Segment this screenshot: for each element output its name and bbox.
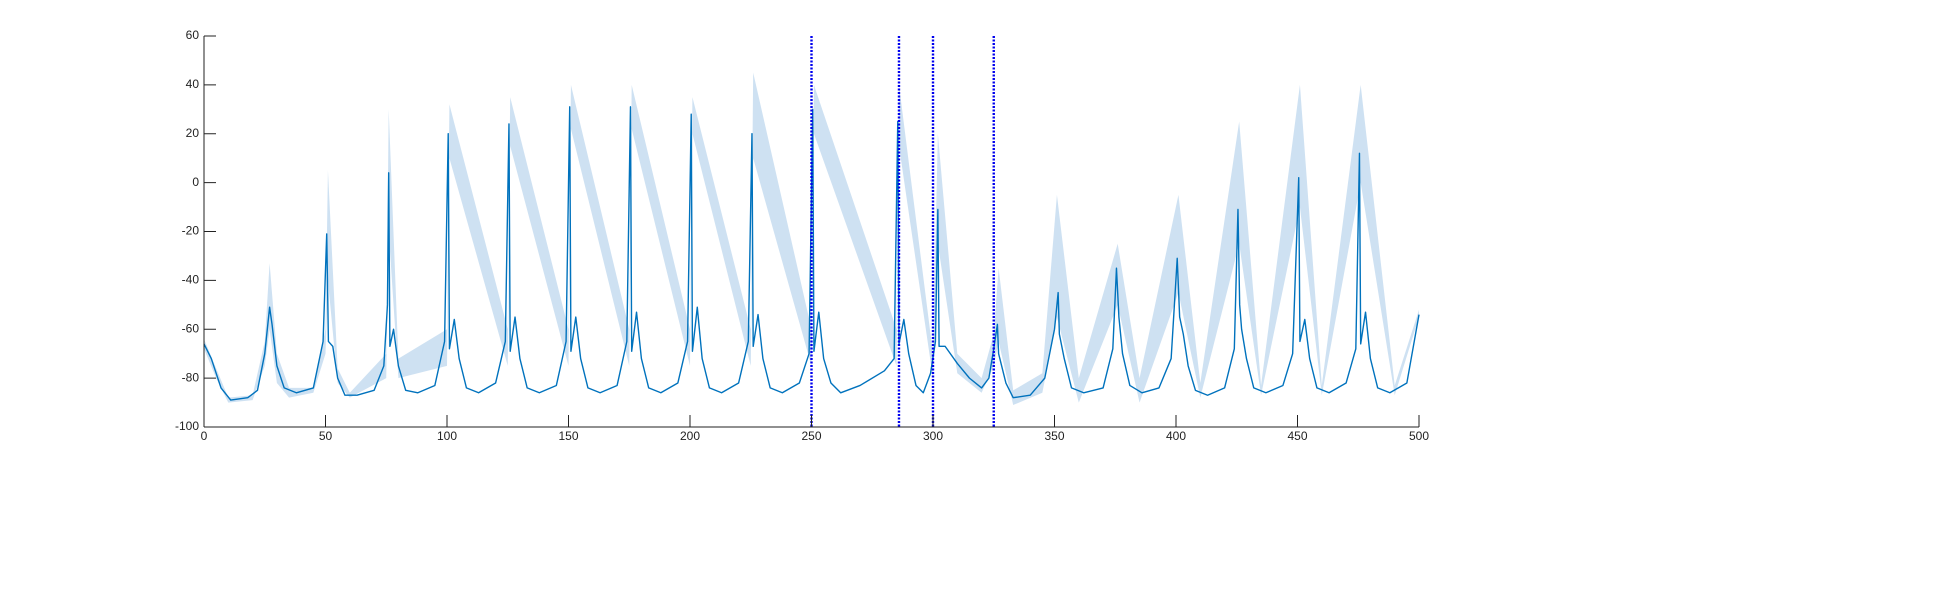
y-tick-label: 0 (192, 175, 199, 189)
y-tick-label: 60 (186, 28, 200, 42)
x-tick-label: 100 (437, 429, 457, 443)
x-tick-label: 350 (1044, 429, 1064, 443)
x-tick-label: 150 (558, 429, 578, 443)
x-tick-label: 50 (319, 429, 333, 443)
y-tick-label: -80 (182, 370, 200, 384)
x-tick-label: 200 (680, 429, 700, 443)
y-tick-label: -60 (182, 321, 200, 335)
x-tick-label: 300 (923, 429, 943, 443)
line (203, 106, 1420, 401)
y-tick-label: 40 (186, 77, 200, 91)
x-tick-label: 400 (1166, 429, 1186, 443)
x-tick-label: 450 (1287, 429, 1307, 443)
x-tick-label: 0 (201, 429, 208, 443)
y-tick-label: 20 (186, 126, 200, 140)
y-tick-label: -40 (182, 273, 200, 287)
x-tick-label: 500 (1409, 429, 1429, 443)
y-tick-label: -100 (175, 419, 199, 433)
x-tick-label: 250 (801, 429, 821, 443)
y-tick-label: -20 (182, 224, 200, 238)
